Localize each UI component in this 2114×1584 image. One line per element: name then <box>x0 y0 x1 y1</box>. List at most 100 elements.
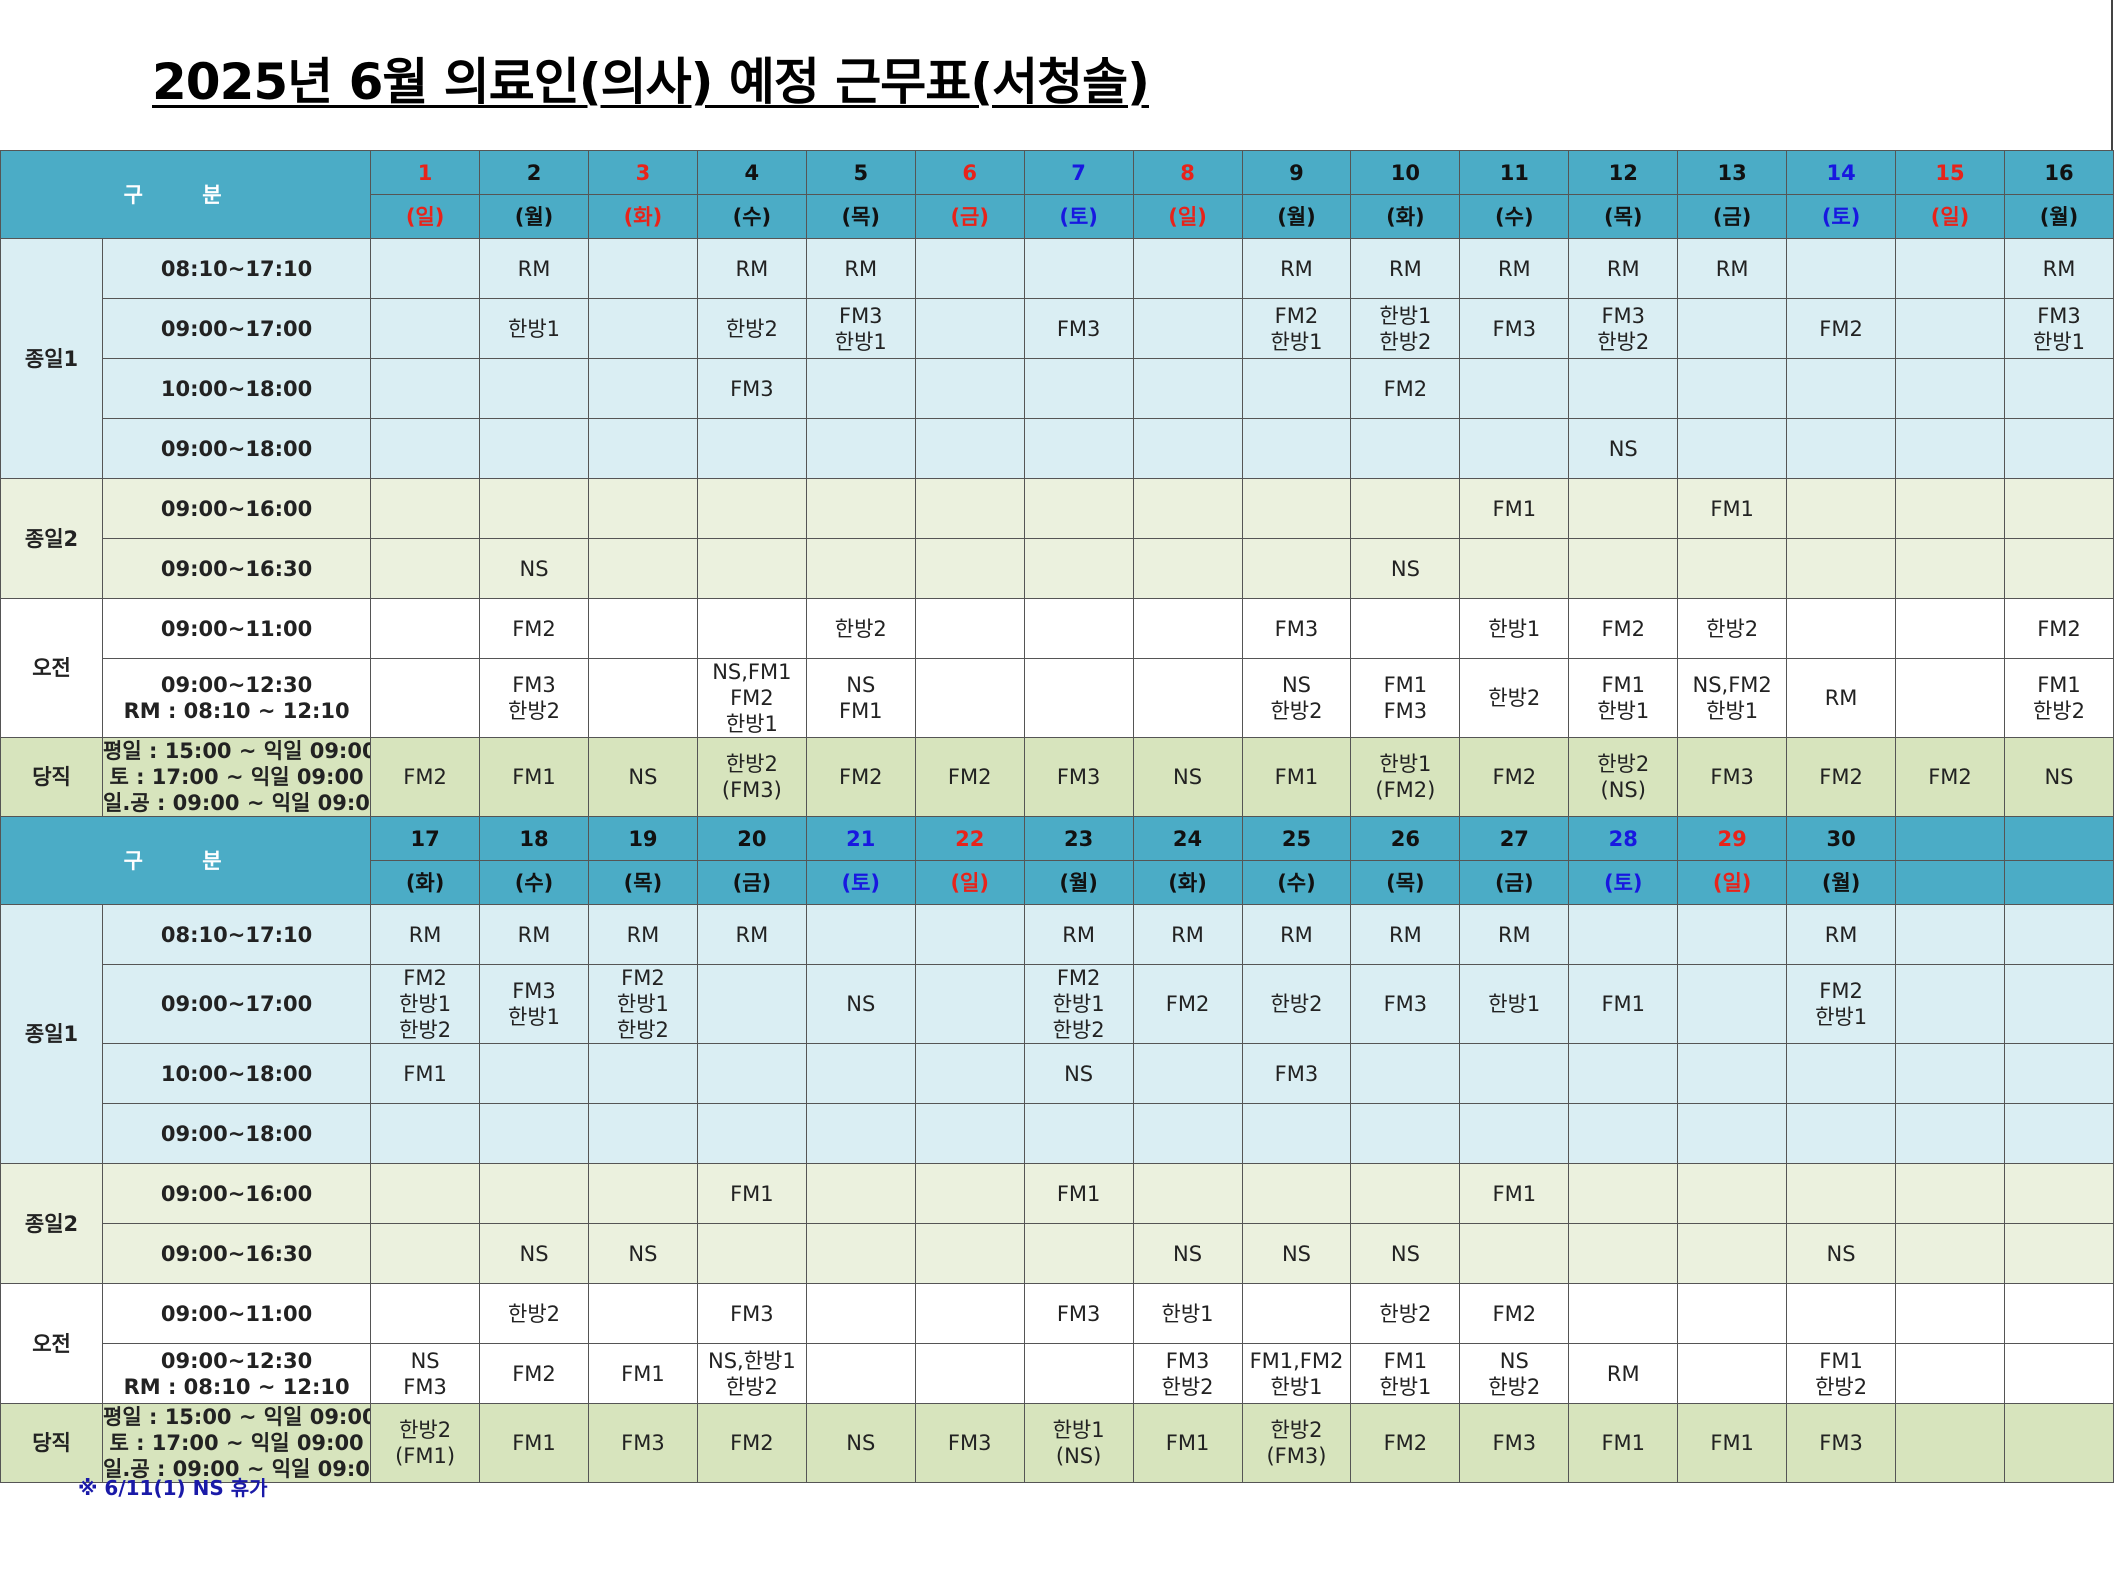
schedule-row: 10:00~18:00 FM3 FM2 <box>0 358 2114 419</box>
schedule-cell <box>914 1103 1025 1164</box>
day-number: 30 <box>1786 816 1897 861</box>
schedule-row: 09:00~16:30 NS NS <box>0 538 2114 599</box>
day-number: 12 <box>1568 150 1679 195</box>
schedule-cell: RM <box>370 904 481 965</box>
duty-cell: FM1 <box>479 1403 589 1483</box>
shift-time: 08:10~17:10 <box>102 238 372 299</box>
shift-time: 09:00~12:30 RM : 08:10 ~ 12:10 <box>102 658 372 738</box>
schedule-cell: 한방2 <box>805 598 916 659</box>
shift-time: 09:00~11:00 <box>102 1283 372 1344</box>
schedule-cell: 한방2 <box>1241 964 1352 1044</box>
schedule-cell <box>1786 1043 1897 1104</box>
schedule-cell: NS <box>1568 418 1679 479</box>
day-number: 10 <box>1350 150 1461 195</box>
duty-cell: FM2 <box>1786 737 1897 817</box>
schedule-cell: FM3 <box>696 1283 807 1344</box>
shift-time: 09:00~11:00 <box>102 598 372 659</box>
schedule-cell <box>370 298 481 359</box>
day-weekday <box>2003 860 2114 905</box>
schedule-cell: FM1 <box>370 1043 481 1104</box>
duty-time-line: 일.공 : 09:00 ~ 익일 09:00 <box>103 1457 371 1481</box>
schedule-cell: NS 한방2 <box>1459 1343 1570 1404</box>
schedule-cell <box>370 1103 481 1164</box>
schedule-cell <box>1132 358 1243 419</box>
schedule-cell <box>1350 598 1461 659</box>
schedule-cell <box>587 1103 698 1164</box>
schedule-cell <box>587 658 698 738</box>
schedule-cell <box>587 1283 698 1344</box>
shift-time: 09:00~18:00 <box>102 1103 372 1164</box>
duty-cell: FM2 <box>805 737 916 817</box>
day-number: 28 <box>1568 816 1679 861</box>
schedule-cell <box>696 1223 807 1284</box>
schedule-cell <box>587 1163 698 1224</box>
schedule-cell: NS <box>1350 1223 1461 1284</box>
schedule-cell <box>1677 1043 1788 1104</box>
schedule-cell <box>1677 298 1788 359</box>
schedule-cell: FM1 <box>696 1163 807 1224</box>
shift-time: 09:00~17:00 <box>102 964 372 1044</box>
schedule-row: 09:00~12:30 RM : 08:10 ~ 12:10 FM3 한방2 NS,… <box>0 658 2114 738</box>
schedule-cell <box>1895 478 2005 539</box>
schedule-cell <box>1895 1043 2005 1104</box>
schedule-cell: 한방2 <box>1677 598 1788 659</box>
schedule-cell <box>1568 478 1679 539</box>
schedule-cell <box>914 238 1025 299</box>
schedule-cell: FM2 한방1 <box>1241 298 1352 359</box>
schedule-cell <box>370 418 481 479</box>
duty-cell: FM1 <box>1677 1403 1788 1483</box>
day-weekday: (금) <box>914 194 1025 239</box>
schedule-cell <box>805 1283 916 1344</box>
schedule-cell: RM <box>479 238 589 299</box>
schedule-cell <box>587 538 698 599</box>
shift-group-label: 종일1 <box>0 904 104 1164</box>
day-weekday: (목) <box>587 860 698 905</box>
schedule-cell <box>2003 1103 2114 1164</box>
schedule-table: 구 분 1 2 3 4 5 6 7 8 9 10 11 12 13 14 15 16 (일) (월) (화) (수) (목… <box>0 150 2114 1483</box>
day-number: 15 <box>1895 150 2005 195</box>
schedule-row: 종일2 09:00~16:00 FM1 FM1 <box>0 478 2114 599</box>
schedule-cell <box>479 1043 589 1104</box>
day-number: 8 <box>1132 150 1243 195</box>
schedule-cell <box>1786 358 1897 419</box>
day-number: 23 <box>1023 816 1134 861</box>
duty-cell: FM3 <box>1677 737 1788 817</box>
day-number: 6 <box>914 150 1025 195</box>
day-weekday: (금) <box>1677 194 1788 239</box>
schedule-cell <box>1677 1343 1788 1404</box>
schedule-cell <box>1350 478 1461 539</box>
schedule-cell <box>2003 1343 2114 1404</box>
schedule-row: 오전 09:00~11:00 FM2 한방2 FM3 한방1 FM2 한방2 FM2 <box>0 598 2114 738</box>
schedule-cell <box>696 478 807 539</box>
schedule-cell <box>1895 598 2005 659</box>
duty-cell: 한방1 (FM2) <box>1350 737 1461 817</box>
day-weekday: (수) <box>479 860 589 905</box>
schedule-cell: RM <box>1786 904 1897 965</box>
schedule-cell: NS <box>479 538 589 599</box>
schedule-cell <box>1132 1043 1243 1104</box>
schedule-cell: FM1 <box>1459 1163 1570 1224</box>
schedule-cell <box>1677 418 1788 479</box>
shift-group-label: 오전 <box>0 1283 104 1404</box>
day-weekday: (토) <box>805 860 916 905</box>
day-weekday: (화) <box>1132 860 1243 905</box>
schedule-cell <box>1677 1103 1788 1164</box>
day-number: 27 <box>1459 816 1570 861</box>
schedule-cell <box>1895 1103 2005 1164</box>
schedule-cell <box>914 358 1025 419</box>
day-weekday: (월) <box>2003 194 2114 239</box>
schedule-cell <box>587 478 698 539</box>
schedule-cell <box>1241 1103 1352 1164</box>
duty-cell: FM1 <box>1241 737 1352 817</box>
schedule-cell <box>1023 478 1134 539</box>
duty-cell: 한방2 (NS) <box>1568 737 1679 817</box>
schedule-cell: NS <box>1023 1043 1134 1104</box>
schedule-cell: NS <box>479 1223 589 1284</box>
day-weekday: (금) <box>696 860 807 905</box>
schedule-cell <box>696 538 807 599</box>
header-category-label: 구 분 <box>0 150 372 239</box>
schedule-cell <box>805 1043 916 1104</box>
schedule-cell <box>587 1043 698 1104</box>
duty-time-line: 토 : 17:00 ~ 익일 09:00 <box>109 1431 364 1455</box>
schedule-cell <box>805 904 916 965</box>
